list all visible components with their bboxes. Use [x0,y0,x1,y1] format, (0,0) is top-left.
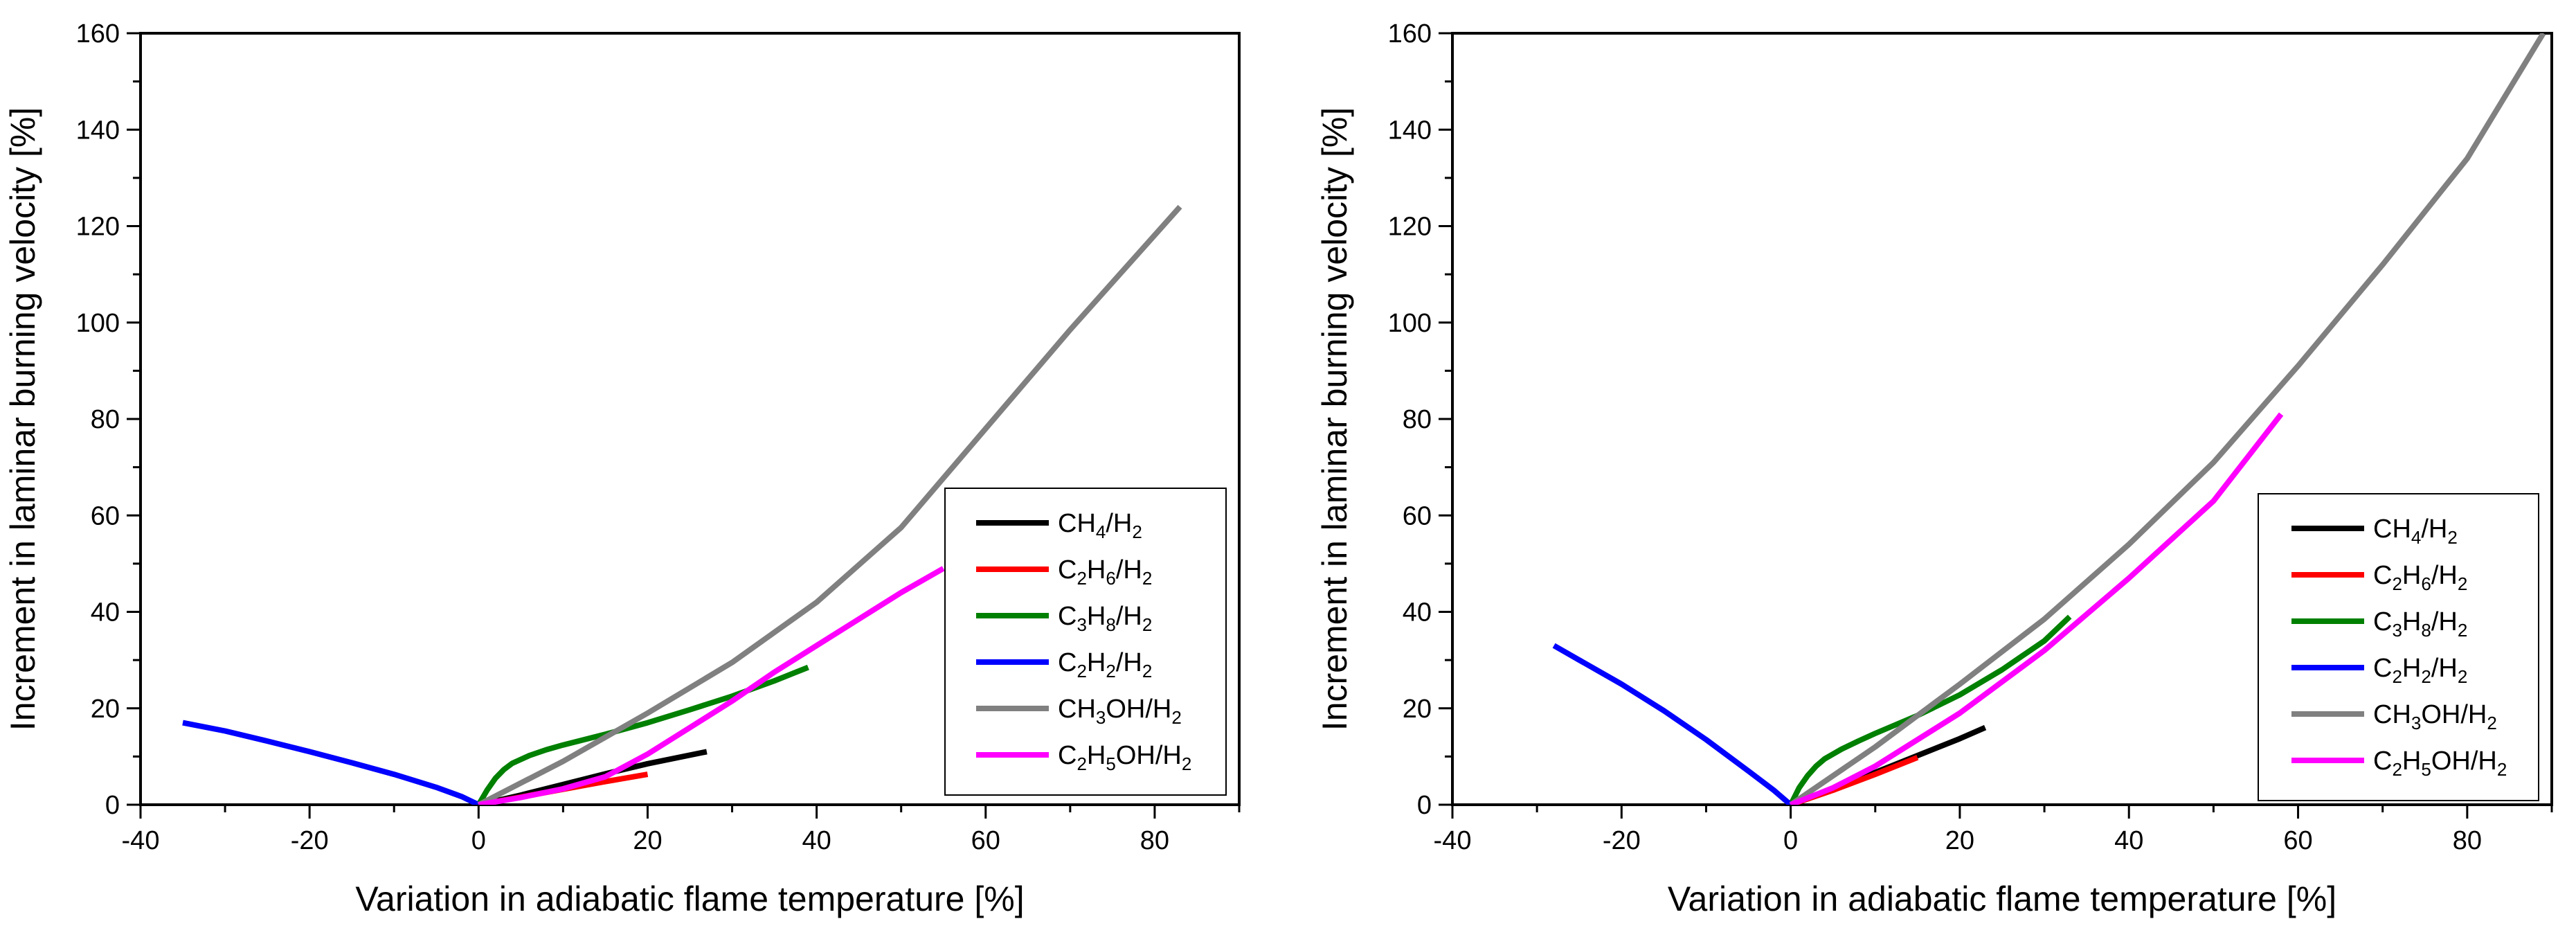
y-axis-title: Increment in laminar burning velocity [%… [3,107,42,731]
x-tick-label: 60 [2283,826,2312,855]
y-tick-label: 40 [91,598,120,627]
legend-label: C3H8/H2 [2373,607,2467,641]
legend-box [2258,493,2539,801]
x-axis-title: Variation in adiabatic flame temperature… [355,880,1024,918]
legend-label: CH4/H2 [1058,509,1142,542]
legend-label: C2H5OH/H2 [2373,747,2507,780]
y-tick-label: 140 [76,116,120,145]
x-tick-label: 20 [633,826,662,855]
series-line-c2h5oh-h2 [1790,412,2284,805]
series-line-c2h5oh-h2 [478,566,945,805]
y-tick-label: 60 [1403,501,1432,530]
y-tick-label: 20 [1403,695,1432,724]
x-tick-label: -40 [122,826,160,855]
legend-label: C2H2/H2 [2373,654,2467,687]
series-line-c3h8-h2 [1788,614,2072,805]
x-tick-label: 80 [2453,826,2482,855]
series-line-c2h2-h2 [182,720,480,805]
x-tick-label: 40 [2114,826,2143,855]
x-tick-label: 20 [1945,826,1974,855]
x-tick-label: -20 [1603,826,1641,855]
series-line-c3h8-h2 [476,664,809,805]
y-tick-label: 80 [1403,405,1432,434]
legend-label: C3H8/H2 [1058,602,1152,635]
legend-label: CH4/H2 [2373,515,2458,548]
x-tick-label: 0 [471,826,486,855]
legend-label: CH3OH/H2 [2373,700,2497,733]
y-tick-label: 100 [76,309,120,338]
y-tick-label: 120 [76,213,120,242]
x-tick-label: 40 [802,826,831,855]
y-tick-label: 60 [91,501,120,530]
y-tick-label: 40 [1403,598,1432,627]
y-tick-label: 100 [1388,309,1432,338]
y-tick-label: 0 [1417,791,1432,820]
y-tick-label: 140 [1388,116,1432,145]
legend-label: CH3OH/H2 [1058,695,1182,728]
legend-label: C2H6/H2 [2373,561,2467,594]
y-tick-label: 0 [105,791,120,820]
y-tick-label: 120 [1388,213,1432,242]
series-line-ch3oh-h2 [1789,33,2546,805]
x-tick-label: -40 [1434,826,1472,855]
x-axis-title: Variation in adiabatic flame temperature… [1668,880,2336,918]
x-tick-label: -20 [291,826,329,855]
chart-left: -40 -20 0 20 40 60 80 0 20 40 60 80 100 120 140 160 Vari… [3,19,1241,918]
legend-label: C2H6/H2 [1058,555,1152,589]
x-tick-label: 80 [1140,826,1169,855]
x-tick-label: 60 [971,826,1000,855]
legend-label: C2H2/H2 [1058,648,1152,681]
legend-label: C2H5OH/H2 [1058,741,1191,774]
series-line-c2h2-h2 [1552,643,1793,805]
y-tick-label: 20 [91,695,120,724]
y-tick-label: 80 [91,405,120,434]
x-tick-label: 0 [1783,826,1798,855]
series-line-ch3oh-h2 [477,204,1182,805]
y-axis-title: Increment in laminar burning velocity [%… [1315,107,1354,731]
legend-box [944,488,1227,796]
chart-right: -40 -20 0 20 40 60 80 0 20 40 60 80 100 120 140 160 Vari… [1315,19,2553,918]
y-tick-label: 160 [76,19,120,48]
y-tick-label: 160 [1388,19,1432,48]
